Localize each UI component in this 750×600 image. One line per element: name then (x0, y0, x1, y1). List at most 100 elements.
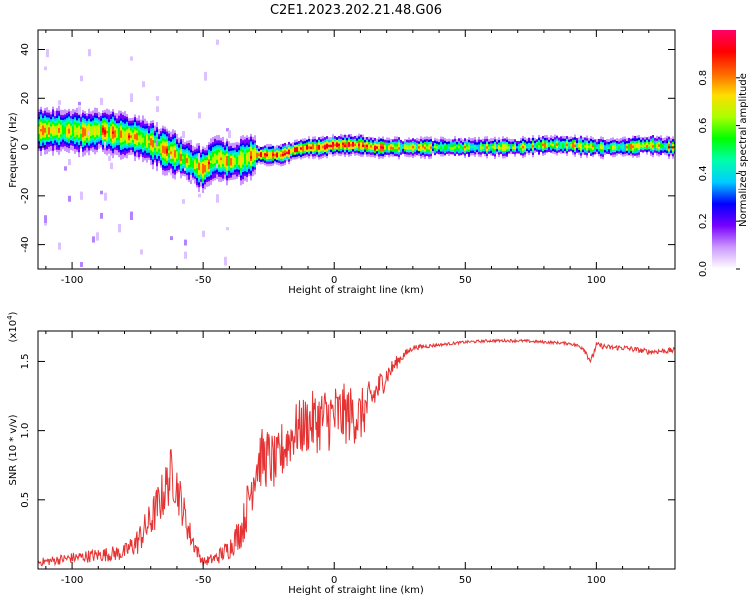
spectrogram-cell (142, 134, 144, 138)
spectrogram-cell (112, 143, 114, 146)
spectrogram-cell (190, 159, 192, 163)
spectrogram-cell (76, 137, 78, 140)
spectrogram-cell (166, 136, 168, 139)
spectrogram-cell (136, 144, 138, 148)
spectrogram-cell (404, 153, 406, 157)
spectrogram-cell (378, 151, 380, 155)
spectrogram-cell (488, 146, 490, 149)
spectrogram-cell (584, 147, 586, 150)
spectrogram-cell (74, 114, 76, 118)
spectrogram-cell (206, 164, 208, 168)
spectrogram-cell (106, 120, 108, 124)
spectrogram-cell (288, 149, 290, 152)
spectrogram-cell (414, 149, 416, 152)
spectrogram-cell (522, 150, 524, 154)
spectrogram-cell (360, 151, 362, 155)
spectrogram-cell (164, 158, 166, 162)
spectrogram-cell (510, 148, 512, 152)
spectrogram-cell (312, 153, 314, 157)
spectrogram-cell (340, 150, 342, 154)
spectrogram-cell (368, 148, 370, 152)
spectrogram-cell (120, 142, 122, 146)
spectrogram-cell (434, 145, 436, 148)
spectrogram-cell (120, 152, 122, 155)
spectrogram-cell (70, 110, 72, 114)
spectrogram-cell (220, 137, 222, 141)
spectrogram-cell (354, 150, 356, 154)
spectrogram-cell (338, 138, 340, 142)
spectrogram-cell (196, 148, 198, 152)
spectrogram-cell (134, 124, 136, 127)
spectrogram-cell (46, 126, 48, 130)
spectrogram-cell (180, 156, 182, 159)
spectrogram-cell (54, 140, 56, 143)
spectrogram-cell (214, 140, 216, 144)
spectrogram-cell (44, 129, 46, 133)
spectrogram-cell (158, 131, 160, 135)
spectrogram-cell (282, 158, 284, 162)
spectrogram-cell (368, 141, 370, 145)
spectrogram-cell (172, 168, 174, 171)
spectrogram-cell (290, 148, 292, 152)
spectrogram-cell (144, 125, 146, 129)
spectrogram-cell (316, 144, 318, 148)
spectrogram-cell (188, 164, 190, 168)
spectrogram-cell (232, 169, 234, 173)
spectrogram-cell (230, 174, 232, 178)
spectrogram-cell (540, 137, 542, 140)
spectrogram-cell (172, 146, 174, 150)
spectrogram-cell (124, 128, 126, 131)
figure-title: C2E1.2023.202.21.48.G06 (270, 3, 442, 18)
spectrogram-cell (602, 154, 604, 157)
spectrogram-cell (82, 129, 84, 133)
spectrogram-cell (672, 138, 674, 142)
spectrogram-cell (170, 165, 172, 169)
spectrogram-cell (238, 171, 240, 175)
spectrogram-cell (544, 140, 546, 143)
spectrogram-cell (578, 139, 580, 143)
spectrogram-cell (126, 150, 128, 154)
spectrogram-cell (60, 119, 62, 123)
spectrogram-cell (92, 129, 94, 133)
spectrogram-cell (140, 124, 142, 128)
spectrogram-cell (200, 181, 202, 185)
spectrogram-cell (186, 143, 188, 146)
spectrogram-cell (74, 126, 76, 130)
spectrogram-cell (84, 115, 86, 119)
spectrogram-cell (68, 140, 70, 144)
spectrogram-cell (100, 127, 102, 131)
spectrogram-cell (154, 149, 156, 153)
spectrogram-cell (172, 175, 174, 179)
spectrogram-cell (240, 153, 242, 156)
spectrogram-cell (394, 143, 396, 147)
spectrogram-cell (590, 143, 592, 147)
spectrogram-cell (488, 138, 490, 142)
spectrogram-cell (76, 124, 78, 128)
spectrogram-cell (94, 127, 96, 130)
spectrogram-cell (314, 148, 316, 152)
spectrogram-cell (536, 141, 538, 145)
spectrogram-cell (632, 155, 634, 158)
spectrogram-cell (124, 147, 126, 151)
spectrogram-cell (84, 147, 86, 151)
spectrogram-cell (224, 169, 226, 173)
spectrogram-cell (652, 139, 654, 143)
spectrogram-cell (250, 165, 252, 169)
spectrogram-cell (558, 149, 560, 153)
spectrogram-cell (194, 149, 196, 152)
spectrogram-cell (590, 138, 592, 142)
spectrogram-cell (560, 151, 562, 154)
spectrogram-cell (412, 150, 414, 154)
spectrogram-cell (412, 138, 414, 141)
spectrogram-cell (258, 145, 260, 149)
spectrogram-cell (230, 169, 232, 173)
spectrogram-cell (344, 134, 346, 138)
spectrogram-cell (218, 154, 220, 158)
spectrogram-cell (644, 146, 646, 150)
spectrogram-cell (278, 148, 280, 151)
spectrogram-cell (424, 139, 426, 142)
spectrogram-cell (246, 152, 248, 156)
spectrogram-cell (68, 108, 70, 112)
spectrogram-cell (528, 140, 530, 143)
spectrogram-cell (432, 141, 434, 144)
